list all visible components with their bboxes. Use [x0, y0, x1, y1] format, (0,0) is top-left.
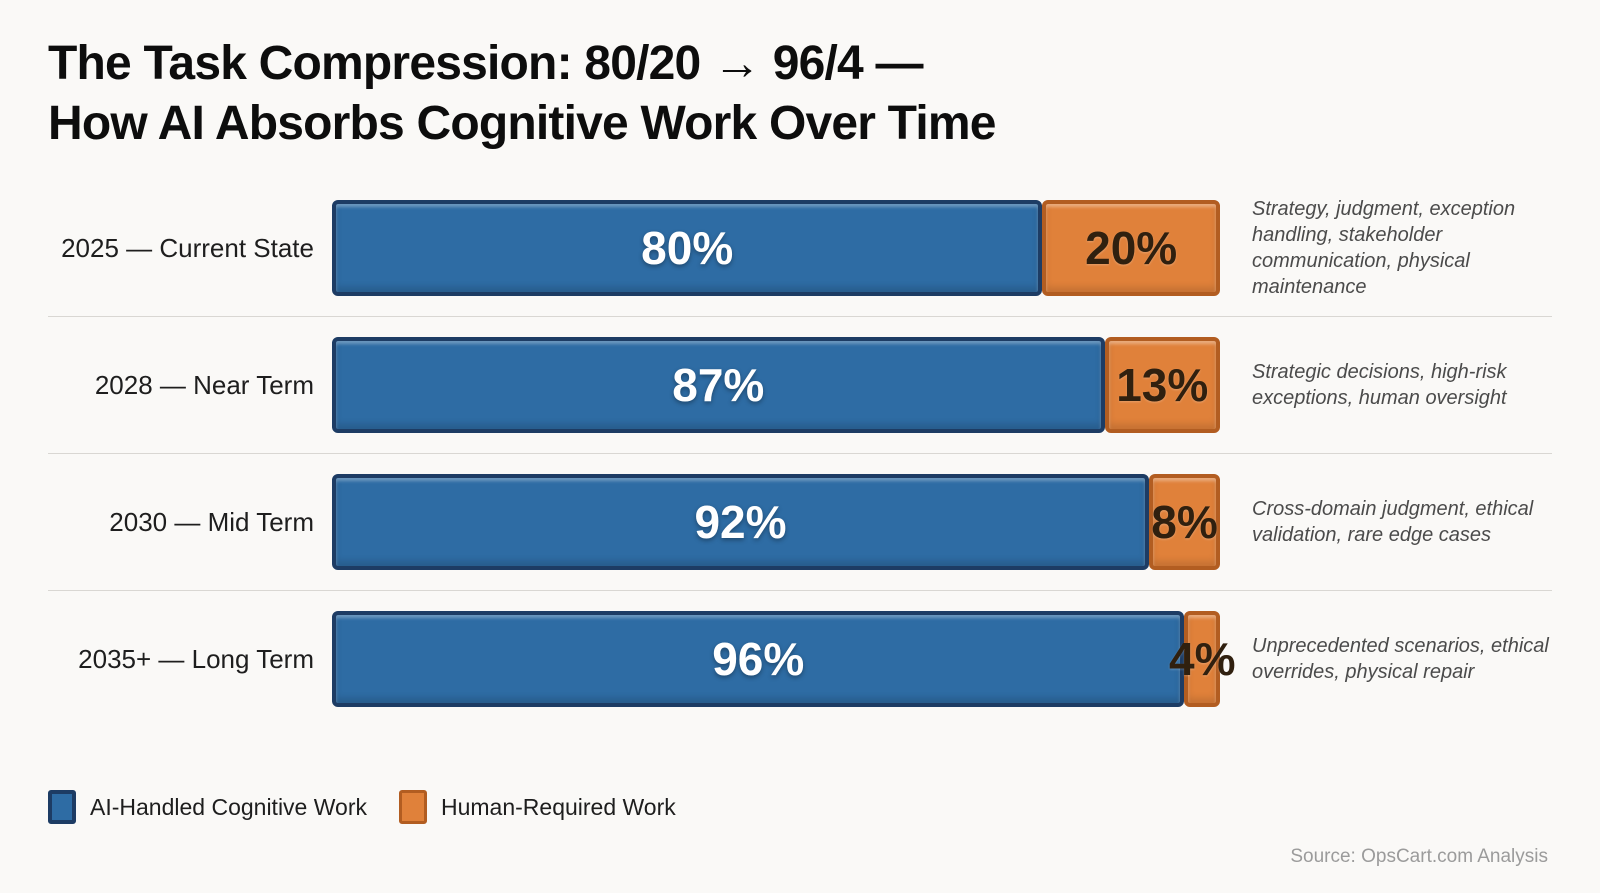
bar-track: 80% 20% — [332, 200, 1220, 296]
chart-title-line1: The Task Compression: 80/20 → 96/4 — — [48, 37, 923, 90]
chart-title-line2: How AI Absorbs Cognitive Work Over Time — [48, 97, 996, 150]
legend-swatch-human-icon — [398, 790, 427, 824]
bar-segment-human: 8% — [1148, 474, 1220, 570]
row-separator — [48, 453, 1552, 454]
row-label: 2028 — Near Term — [94, 369, 314, 400]
bar-segment-ai: 87% — [332, 337, 1105, 433]
legend-label-human: Human-Required Work — [440, 793, 676, 820]
row-separator — [48, 590, 1552, 591]
chart-row: 2025 — Current State 80% 20% Strategy, j… — [0, 180, 1600, 316]
chart-row: 2035+ — Long Term 96% 4% Unprecedented s… — [0, 591, 1600, 727]
source-credit: Source: OpsCart.com Analysis — [1290, 846, 1548, 867]
bar-value-human: 4% — [1168, 633, 1236, 685]
bar-value-ai: 92% — [694, 496, 787, 548]
bar-segment-ai: 96% — [332, 611, 1185, 707]
bar-segment-ai: 80% — [332, 200, 1043, 296]
bar-segment-human: 13% — [1104, 337, 1220, 433]
chart-row: 2028 — Near Term 87% 13% Strategic decis… — [0, 317, 1600, 453]
chart-title: The Task Compression: 80/20 → 96/4 — How… — [48, 34, 996, 154]
bar-segment-human: 20% — [1042, 200, 1220, 296]
legend-swatch-ai-icon — [48, 790, 76, 824]
bar-value-ai: 80% — [641, 222, 734, 274]
bar-value-human: 20% — [1085, 222, 1178, 274]
bar-track: 92% 8% — [332, 474, 1220, 570]
legend-item-ai: AI-Handled Cognitive Work — [48, 790, 367, 824]
bar-value-human: 8% — [1151, 496, 1218, 548]
row-label: 2035+ — Long Term — [78, 643, 314, 674]
chart-rows: 2025 — Current State 80% 20% Strategy, j… — [0, 180, 1600, 727]
row-label: 2025 — Current State — [61, 232, 314, 263]
legend: AI-Handled Cognitive Work Human-Required… — [48, 790, 676, 824]
row-note: Strategy, judgment, exception handling, … — [1252, 198, 1516, 298]
bar-value-ai: 96% — [712, 633, 805, 685]
row-note: Cross-domain judgment, ethical validatio… — [1252, 498, 1534, 546]
row-label: 2030 — Mid Term — [109, 506, 314, 537]
chart-row: 2030 — Mid Term 92% 8% Cross-domain judg… — [0, 454, 1600, 590]
legend-item-human: Human-Required Work — [398, 790, 676, 824]
row-note: Unprecedented scenarios, ethical overrid… — [1252, 635, 1549, 683]
bar-value-ai: 87% — [672, 359, 765, 411]
bar-segment-human: 4% — [1169, 611, 1235, 707]
row-separator — [48, 316, 1552, 317]
legend-label-ai: AI-Handled Cognitive Work — [90, 793, 367, 820]
bar-value-human: 13% — [1116, 359, 1209, 411]
bar-track: 96% 4% — [332, 611, 1235, 707]
bar-track: 87% 13% — [332, 337, 1220, 433]
row-note: Strategic decisions, high-risk exception… — [1252, 361, 1507, 409]
bar-segment-ai: 92% — [332, 474, 1149, 570]
